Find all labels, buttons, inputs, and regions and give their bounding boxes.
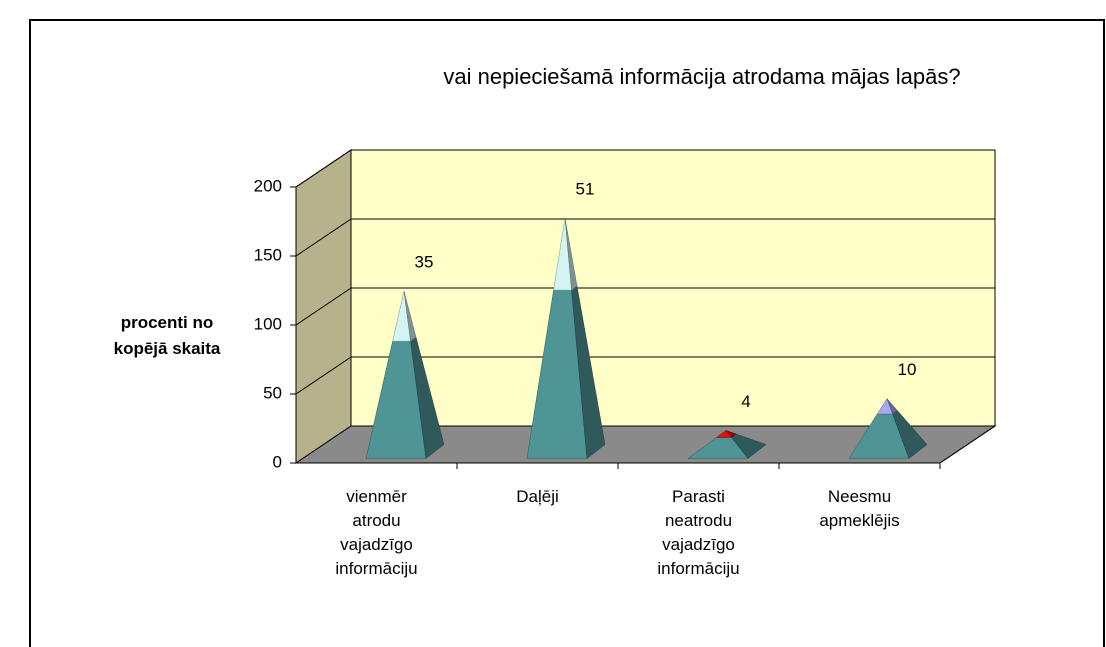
pyramid-side <box>564 217 578 291</box>
x-tick-label: Neesmu apmeklējis <box>819 487 900 530</box>
pyramid-segment <box>687 433 767 459</box>
pyramid-side <box>403 290 417 342</box>
pyramid-segment <box>526 285 606 459</box>
pyramid-segment <box>392 290 417 342</box>
pyramid-side <box>725 429 737 438</box>
y-tick-label: 0 <box>273 452 282 471</box>
pyramid-segment <box>876 398 898 415</box>
grid-line <box>295 149 352 188</box>
floor-edge <box>939 425 996 464</box>
pyramid-segment <box>848 410 928 459</box>
data-label: 4 <box>741 392 750 411</box>
y-tick-label: 200 <box>254 176 282 195</box>
data-label: 10 <box>898 360 917 379</box>
data-label: 35 <box>415 253 434 272</box>
grid-line <box>295 356 352 395</box>
y-axis-label: procenti no kopējā skaita <box>113 313 221 358</box>
x-tick-label: vienmēr atrodu vajadzīgo informāciju <box>335 487 418 578</box>
x-tick-label: Daļēji <box>516 487 559 506</box>
y-tick-label: 150 <box>254 245 282 264</box>
data-label: 51 <box>576 179 595 198</box>
pyramid-side <box>886 398 898 415</box>
x-tick-label: Parasti neatrodu vajadzīgo informāciju <box>657 487 740 578</box>
pyramid-segment <box>715 429 737 438</box>
grid-line <box>295 287 352 326</box>
y-tick-label: 50 <box>263 383 282 402</box>
chart-title: vai nepieciešamā informācija atrodama mā… <box>443 64 960 89</box>
grid-line <box>295 218 352 257</box>
pyramid-segment <box>553 217 578 291</box>
y-tick-label: 100 <box>254 314 282 333</box>
